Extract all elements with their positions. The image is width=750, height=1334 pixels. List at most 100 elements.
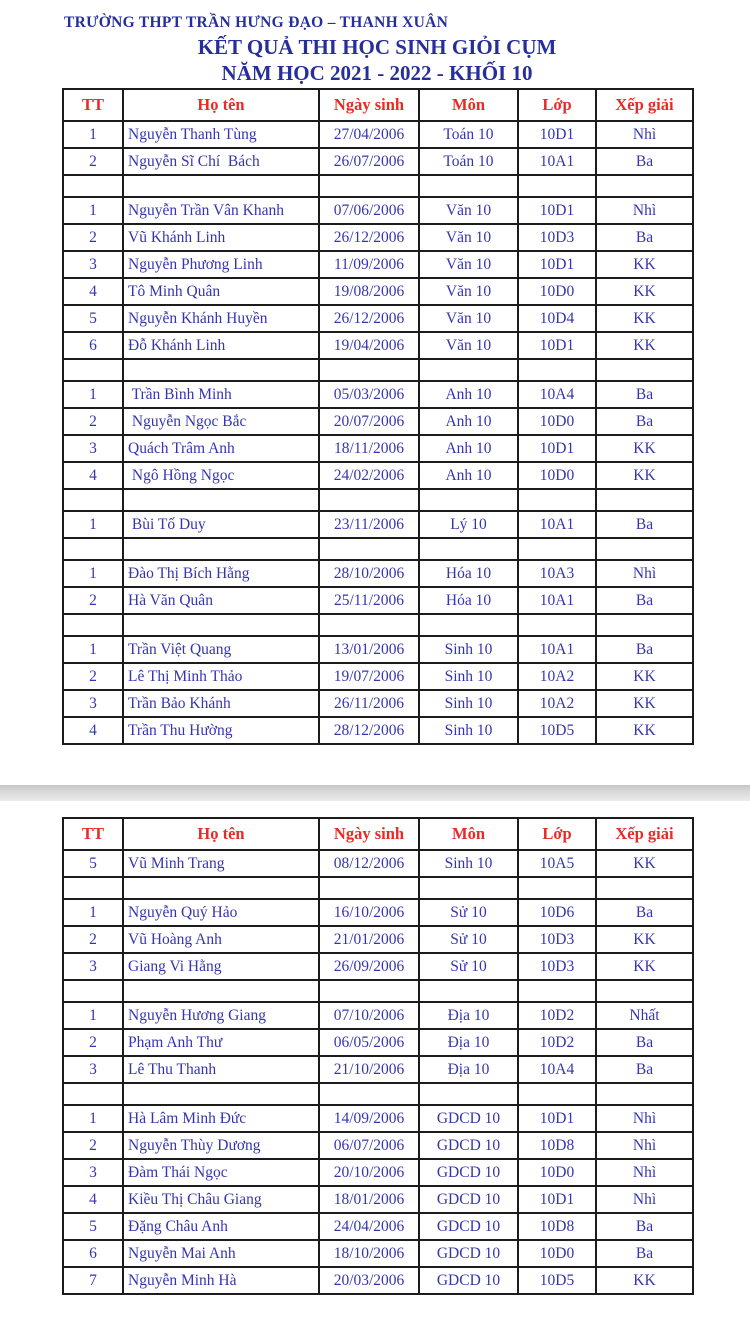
table-row: 6 Nguyễn Mai Anh 18/10/2006 GDCD 10 10D0 Ba xyxy=(62,1239,694,1268)
table-row: 3 Trần Bảo Khánh 26/11/2006 Sinh 10 10A2 KK xyxy=(62,689,694,718)
cell-subject: Lý 10 xyxy=(418,510,519,539)
cell-class: 10A3 xyxy=(517,559,597,588)
cell-prize xyxy=(595,174,694,198)
cell-dob: 13/01/2006 xyxy=(318,635,420,664)
cell-tt: 1 xyxy=(62,559,124,588)
cell-name: Nguyễn Ngọc Bắc xyxy=(122,407,320,436)
cell-tt: 5 xyxy=(62,1212,124,1241)
cell-subject: GDCD 10 xyxy=(418,1239,519,1268)
table-row: 3 Quách Trâm Anh 18/11/2006 Anh 10 10D1 KK xyxy=(62,434,694,463)
table-row: 4 Trần Thu Hường 28/12/2006 Sinh 10 10D5 KK xyxy=(62,716,694,745)
cell-subject: GDCD 10 xyxy=(418,1266,519,1295)
cell-subject xyxy=(418,876,519,900)
column-header-prize: Xếp giải xyxy=(595,88,694,122)
cell-prize: KK xyxy=(595,689,694,718)
cell-subject: Anh 10 xyxy=(418,380,519,409)
cell-name: Bùi Tố Duy xyxy=(122,510,320,539)
cell-class xyxy=(517,979,597,1003)
table-row: 2 Vũ Khánh Linh 26/12/2006 Văn 10 10D3 Ba xyxy=(62,223,694,252)
cell-prize xyxy=(595,979,694,1003)
table-row: 3 Lê Thu Thanh 21/10/2006 Địa 10 10A4 Ba xyxy=(62,1055,694,1084)
cell-dob: 27/04/2006 xyxy=(318,120,420,149)
cell-tt: 2 xyxy=(62,407,124,436)
cell-prize: Ba xyxy=(595,898,694,927)
cell-subject: Sinh 10 xyxy=(418,716,519,745)
cell-subject: Văn 10 xyxy=(418,196,519,225)
cell-subject: GDCD 10 xyxy=(418,1158,519,1187)
cell-name: Vũ Minh Trang xyxy=(122,849,320,878)
cell-name: Nguyễn Thùy Dương xyxy=(122,1131,320,1160)
cell-dob: 26/12/2006 xyxy=(318,304,420,333)
cell-dob: 16/10/2006 xyxy=(318,898,420,927)
cell-dob: 20/07/2006 xyxy=(318,407,420,436)
cell-name xyxy=(122,537,320,561)
cell-class xyxy=(517,358,597,382)
cell-class: 10D1 xyxy=(517,434,597,463)
table-row: 4 Tô Minh Quân 19/08/2006 Văn 10 10D0 KK xyxy=(62,277,694,306)
table-row: 5 Nguyễn Khánh Huyền 26/12/2006 Văn 10 10D4 K… xyxy=(62,304,694,333)
cell-prize xyxy=(595,488,694,512)
cell-subject: Văn 10 xyxy=(418,277,519,306)
cell-class: 10D2 xyxy=(517,1028,597,1057)
cell-prize: Nhì xyxy=(595,196,694,225)
cell-name: Phạm Anh Thư xyxy=(122,1028,320,1057)
cell-prize: KK xyxy=(595,331,694,360)
cell-tt xyxy=(62,358,124,382)
cell-name: Nguyễn Minh Hà xyxy=(122,1266,320,1295)
table-row: 1 Trần Bình Minh 05/03/2006 Anh 10 10A4 Ba xyxy=(62,380,694,409)
cell-class xyxy=(517,876,597,900)
cell-subject: Sử 10 xyxy=(418,898,519,927)
cell-subject xyxy=(418,358,519,382)
cell-tt: 5 xyxy=(62,304,124,333)
cell-tt: 6 xyxy=(62,331,124,360)
cell-dob: 26/09/2006 xyxy=(318,952,420,981)
cell-subject: Sinh 10 xyxy=(418,662,519,691)
cell-class xyxy=(517,1082,597,1106)
table-row: 4 Kiều Thị Châu Giang 18/01/2006 GDCD 10 10D… xyxy=(62,1185,694,1214)
cell-name: Lê Thu Thanh xyxy=(122,1055,320,1084)
cell-subject: Địa 10 xyxy=(418,1001,519,1030)
cell-name: Trần Thu Hường xyxy=(122,716,320,745)
cell-prize: Ba xyxy=(595,380,694,409)
cell-dob xyxy=(318,876,420,900)
document-title-line-2: NĂM HỌC 2021 - 2022 - KHỐI 10 xyxy=(221,61,533,85)
cell-class: 10A1 xyxy=(517,510,597,539)
cell-name xyxy=(122,1082,320,1106)
cell-tt: 2 xyxy=(62,223,124,252)
table-row: 2 Vũ Hoàng Anh 21/01/2006 Sử 10 10D3 KK xyxy=(62,925,694,954)
cell-subject: Sử 10 xyxy=(418,952,519,981)
cell-tt: 5 xyxy=(62,849,124,878)
cell-tt: 1 xyxy=(62,1001,124,1030)
cell-subject: Địa 10 xyxy=(418,1055,519,1084)
cell-tt: 1 xyxy=(62,510,124,539)
cell-name xyxy=(122,876,320,900)
column-header-name: Họ tên xyxy=(122,817,320,851)
cell-class: 10A2 xyxy=(517,662,597,691)
cell-prize xyxy=(595,613,694,637)
table-row: 2 Phạm Anh Thư 06/05/2006 Địa 10 10D2 Ba xyxy=(62,1028,694,1057)
cell-tt: 3 xyxy=(62,250,124,279)
cell-subject: Văn 10 xyxy=(418,331,519,360)
table-row: 1 Đào Thị Bích Hằng 28/10/2006 Hóa 10 10A3 Nh… xyxy=(62,559,694,588)
cell-name: Tô Minh Quân xyxy=(122,277,320,306)
column-header-prize: Xếp giải xyxy=(595,817,694,851)
cell-class: 10D8 xyxy=(517,1212,597,1241)
cell-name: Nguyễn Quý Hảo xyxy=(122,898,320,927)
cell-name: Nguyễn Phương Linh xyxy=(122,250,320,279)
cell-class: 10A4 xyxy=(517,380,597,409)
cell-class: 10D3 xyxy=(517,925,597,954)
cell-prize xyxy=(595,1082,694,1106)
empty-row xyxy=(62,358,694,382)
cell-class: 10A1 xyxy=(517,586,597,615)
cell-prize: KK xyxy=(595,250,694,279)
cell-tt: 2 xyxy=(62,147,124,176)
cell-name: Hà Lâm Minh Đức xyxy=(122,1104,320,1133)
cell-tt: 4 xyxy=(62,277,124,306)
cell-name: Lê Thị Minh Thảo xyxy=(122,662,320,691)
cell-dob: 20/03/2006 xyxy=(318,1266,420,1295)
cell-name: Trần Bảo Khánh xyxy=(122,689,320,718)
cell-class: 10A5 xyxy=(517,849,597,878)
cell-name: Giang Vi Hằng xyxy=(122,952,320,981)
cell-class: 10A1 xyxy=(517,635,597,664)
cell-dob: 18/11/2006 xyxy=(318,434,420,463)
